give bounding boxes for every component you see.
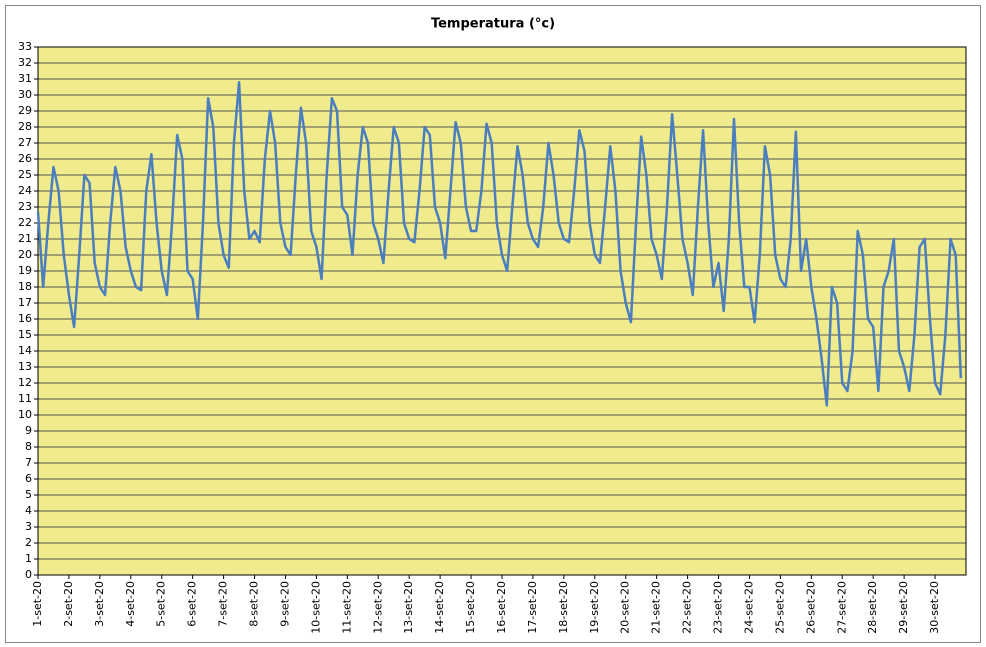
x-tick-label: 3-set-20 xyxy=(93,581,106,627)
y-tick-label: 10 xyxy=(18,408,32,421)
x-tick-label: 8-set-20 xyxy=(248,581,261,627)
x-tick-label: 9-set-20 xyxy=(278,581,291,627)
y-tick-label: 4 xyxy=(25,504,32,517)
x-tick-label: 13-set-20 xyxy=(402,581,415,634)
y-tick-label: 18 xyxy=(18,280,32,293)
y-tick-label: 6 xyxy=(25,472,32,485)
temperature-line xyxy=(36,80,963,407)
y-tick-label: 31 xyxy=(18,72,32,85)
x-tick-label: 24-set-20 xyxy=(742,581,755,634)
y-tick-label: 25 xyxy=(18,168,32,181)
y-tick-label: 33 xyxy=(18,40,32,53)
y-tick-label: 13 xyxy=(18,360,32,373)
x-tick-label: 30-set-20 xyxy=(928,581,941,634)
y-tick-label: 8 xyxy=(25,440,32,453)
y-tick-label: 24 xyxy=(18,184,32,197)
y-tick-label: 30 xyxy=(18,88,32,101)
y-tick-label: 27 xyxy=(18,136,32,149)
x-tick-label: 15-set-20 xyxy=(464,581,477,634)
x-tick-label: 26-set-20 xyxy=(804,581,817,634)
x-tick-label: 22-set-20 xyxy=(681,581,694,634)
y-tick-label: 16 xyxy=(18,312,32,325)
plot-area xyxy=(37,46,967,576)
x-tick-label: 17-set-20 xyxy=(526,581,539,634)
y-tick-label: 22 xyxy=(18,216,32,229)
y-tick-label: 29 xyxy=(18,104,32,117)
x-tick-label: 5-set-20 xyxy=(155,581,168,627)
x-tick-label: 29-set-20 xyxy=(897,581,910,634)
x-tick-label: 2-set-20 xyxy=(62,581,75,627)
x-tick-label: 20-set-20 xyxy=(619,581,632,634)
x-tick-label: 23-set-20 xyxy=(712,581,725,634)
y-tick-label: 20 xyxy=(18,248,32,261)
x-tick-label: 6-set-20 xyxy=(186,581,199,627)
x-tick-label: 19-set-20 xyxy=(588,581,601,634)
y-tick-label: 32 xyxy=(18,56,32,69)
y-tick-label: 17 xyxy=(18,296,32,309)
chart-title: Temperatura (°c) xyxy=(431,17,555,32)
y-tick-label: 9 xyxy=(25,424,32,437)
x-tick-label: 27-set-20 xyxy=(835,581,848,634)
y-tick-label: 12 xyxy=(18,376,32,389)
y-tick-label: 19 xyxy=(18,264,32,277)
x-tick-label: 10-set-20 xyxy=(309,581,322,634)
x-tick-label: 7-set-20 xyxy=(217,581,230,627)
x-tick-label: 21-set-20 xyxy=(650,581,663,634)
y-tick-label: 14 xyxy=(18,344,32,357)
y-tick-label: 11 xyxy=(18,392,32,405)
y-tick-label: 0 xyxy=(25,568,32,581)
y-tick-label: 5 xyxy=(25,488,32,501)
y-tick-label: 3 xyxy=(25,520,32,533)
x-tick-label: 4-set-20 xyxy=(124,581,137,627)
y-tick-label: 7 xyxy=(25,456,32,469)
y-tick-label: 21 xyxy=(18,232,32,245)
x-tick-label: 18-set-20 xyxy=(557,581,570,634)
x-tick-label: 11-set-20 xyxy=(340,581,353,634)
y-tick-label: 15 xyxy=(18,328,32,341)
x-tick-label: 12-set-20 xyxy=(371,581,384,634)
y-tick-label: 23 xyxy=(18,200,32,213)
x-tick-label: 1-set-20 xyxy=(31,581,44,627)
plot-frame xyxy=(37,46,967,576)
x-tick-label: 14-set-20 xyxy=(433,581,446,634)
y-tick-label: 28 xyxy=(18,120,32,133)
x-tick-label: 25-set-20 xyxy=(773,581,786,634)
x-tick-label: 16-set-20 xyxy=(495,581,508,634)
y-tick-label: 2 xyxy=(25,536,32,549)
y-tick-label: 26 xyxy=(18,152,32,165)
y-tick-label: 1 xyxy=(25,552,32,565)
x-tick-label: 28-set-20 xyxy=(866,581,879,634)
